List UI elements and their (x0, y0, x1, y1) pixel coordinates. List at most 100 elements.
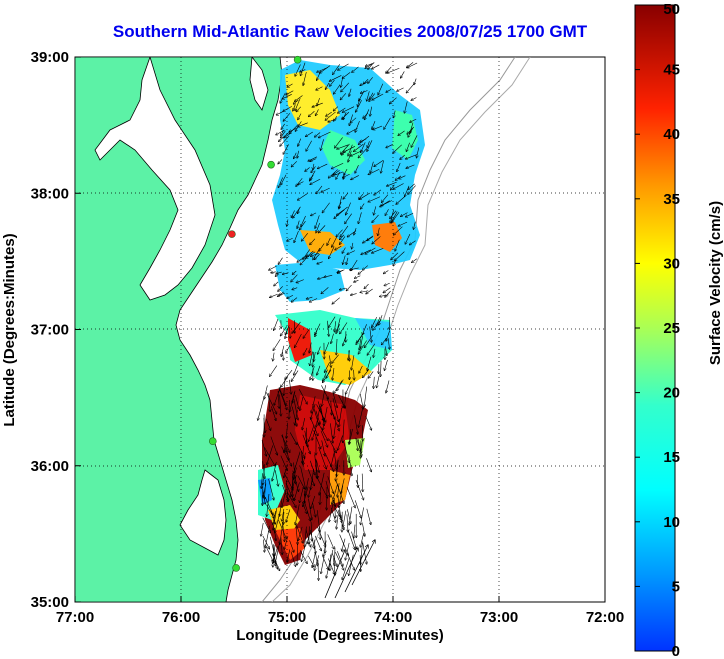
velocity-arrow (364, 109, 370, 119)
velocity-arrow (283, 144, 289, 154)
velocity-arrow (334, 547, 335, 566)
velocity-arrow (337, 379, 344, 391)
radar-site-marker (209, 437, 217, 446)
velocity-arrow (395, 239, 400, 251)
colorbar-tick-label: 20 (663, 385, 680, 402)
velocity-arrow (324, 452, 334, 472)
velocity-arrow (381, 200, 392, 205)
velocity-arrow (301, 215, 306, 227)
velocity-arrow (411, 135, 418, 147)
velocity-arrow (330, 423, 333, 443)
velocity-arrow (301, 450, 302, 464)
y-tick-label: 39:00 (31, 49, 69, 66)
velocity-arrow (349, 506, 353, 525)
velocity-arrow (342, 72, 351, 78)
velocity-arrow (347, 509, 350, 524)
velocity-arrow (283, 352, 284, 360)
velocity-arrow (355, 100, 362, 112)
velocity-arrow (271, 272, 276, 273)
velocity-arrow (343, 193, 349, 199)
velocity-arrow (282, 273, 289, 275)
radar-site-marker (232, 564, 240, 572)
velocity-arrow (387, 67, 400, 73)
velocity-arrow (346, 202, 351, 215)
velocity-arrow (311, 495, 316, 509)
velocity-arrow (393, 144, 402, 153)
velocity-arrow (350, 117, 357, 123)
velocity-arrow (326, 111, 332, 116)
velocity-arrow (365, 415, 372, 430)
velocity-arrow (334, 321, 335, 332)
radar-site-marker (228, 230, 236, 238)
velocity-arrow (330, 79, 335, 86)
velocity-arrow (316, 476, 328, 498)
velocity-arrow (331, 507, 335, 523)
velocity-arrow (316, 405, 321, 427)
velocity-arrow (362, 369, 370, 377)
velocity-arrow (328, 549, 334, 570)
velocity-arrow (332, 171, 344, 176)
velocity-arrow (297, 220, 300, 229)
velocity-arrow (276, 129, 285, 135)
y-tick-label: 37:00 (31, 322, 69, 339)
velocity-arrow (348, 350, 350, 360)
velocity-arrow (323, 406, 328, 430)
velocity-arrow (316, 222, 320, 233)
velocity-arrow (309, 298, 318, 303)
velocity-arrow (364, 386, 368, 407)
velocity-arrow (372, 93, 384, 100)
velocity-arrow (365, 247, 376, 254)
velocity-arrow (262, 483, 263, 505)
velocity-arrow (315, 215, 320, 228)
velocity-arrow (297, 150, 299, 158)
velocity-arrow (308, 555, 314, 567)
velocity-arrow (310, 170, 316, 180)
velocity-arrow (362, 473, 363, 492)
velocity-arrow (315, 328, 318, 337)
velocity-arrow (298, 113, 302, 120)
velocity-arrow (315, 458, 318, 479)
velocity-arrow (298, 181, 304, 185)
velocity-arrow (278, 386, 286, 405)
velocity-arrow (380, 360, 381, 377)
velocity-arrow (316, 185, 323, 194)
colorbar-tick-label: 40 (663, 126, 680, 143)
velocity-arrow (327, 320, 329, 336)
velocity-arrow (383, 287, 391, 293)
velocity-arrow (280, 455, 287, 471)
velocity-arrow (358, 270, 363, 274)
velocity-arrow (323, 369, 328, 382)
velocity-arrow (318, 559, 319, 580)
velocity-arrow (374, 189, 382, 195)
velocity-arrow (340, 143, 350, 154)
velocity-arrow (367, 91, 370, 101)
velocity-arrow (338, 435, 343, 450)
velocity-arrow (298, 138, 302, 147)
velocity-arrow (386, 380, 390, 393)
velocity-arrow (299, 550, 307, 563)
velocity-arrow (332, 297, 340, 304)
velocity-arrow (295, 395, 299, 409)
velocity-arrow (261, 522, 264, 536)
velocity-arrow (286, 345, 291, 352)
velocity-arrow (339, 236, 346, 244)
velocity-arrow (324, 361, 330, 372)
velocity-arrow (275, 272, 279, 277)
velocity-arrow (302, 417, 306, 430)
velocity-arrow (316, 460, 320, 472)
velocity-arrow (342, 557, 350, 579)
velocity-arrow (312, 403, 319, 425)
velocity-arrow (359, 365, 363, 373)
velocity-arrow (308, 424, 315, 441)
radar-sites (209, 55, 302, 572)
velocity-arrow (349, 114, 353, 126)
velocity-arrow (372, 214, 379, 223)
velocity-arrow (390, 210, 397, 219)
velocity-arrow (300, 466, 306, 490)
velocity-arrow (320, 430, 328, 447)
velocity-arrow (294, 360, 300, 375)
velocity-arrow (343, 441, 350, 462)
velocity-arrow (384, 117, 391, 130)
velocity-arrow (309, 342, 312, 353)
